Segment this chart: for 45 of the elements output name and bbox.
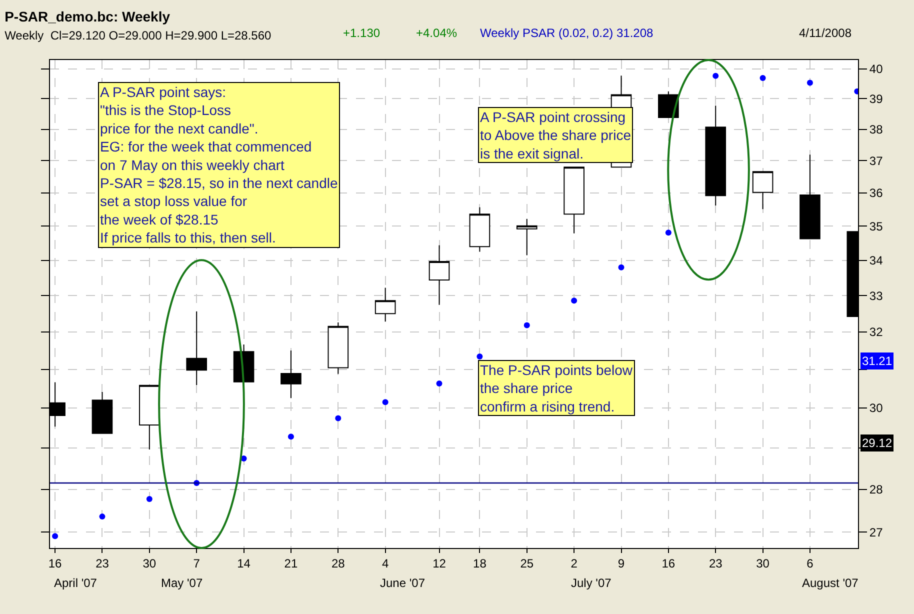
annotation: 31.21: [862, 354, 892, 368]
y-tick-label: 32: [869, 325, 884, 340]
x-tick-label: 2: [570, 556, 578, 570]
x-tick-label: 30: [756, 556, 770, 570]
text: April '07: [54, 576, 98, 590]
x-tick-label: 30: [142, 556, 156, 570]
text: June '07: [380, 576, 426, 590]
text: May '07: [161, 576, 203, 590]
y-tick-label: 34: [869, 254, 884, 268]
x-tick-label: 6: [806, 556, 814, 570]
text: A P-SAR point says: "this is the Stop-Loss price for the next candle". EG: for the week that commenced on 7 May on this weekly chart P-SAR = $28.15, so in the next candle set a stop loss value for the week of $28.15 If price falls to this, then sell.: [100, 84, 338, 246]
y-tick-label: 40: [869, 62, 884, 76]
text: July '07: [571, 576, 612, 590]
text: 4/11/2008: [799, 26, 852, 40]
annotation: A P-SAR point crossing to Above the share price is the exit signal.: [480, 109, 632, 162]
y-tick-label: 28: [869, 482, 884, 496]
annotation: 29.12: [862, 436, 892, 450]
x-tick-label: 14: [237, 556, 251, 570]
x-tick-label: 25: [520, 556, 534, 570]
y-tick-label: 35: [869, 219, 884, 234]
x-tick-label: 23: [96, 556, 110, 570]
text: +1.130: [343, 26, 380, 40]
y-tick-label: 36: [869, 186, 884, 200]
y-tick-label: 27: [869, 525, 884, 540]
x-tick-label: 28: [331, 556, 346, 570]
annotation: The P-SAR points below the share price confirm a rising trend.: [480, 362, 634, 414]
x-tick-label: 21: [284, 556, 298, 570]
text: +4.04%: [416, 26, 458, 40]
x-tick-label: 23: [708, 556, 723, 570]
x-tick-label: 18: [473, 556, 487, 570]
chart-subtitle: Weekly Cl=29.120 O=29.000 H=29.900 L=28.560: [4, 28, 272, 43]
y-tick-label: 39: [869, 92, 884, 106]
x-tick-label: 16: [48, 556, 62, 570]
x-tick-label: 4: [382, 556, 389, 570]
y-tick-label: 33: [869, 288, 884, 303]
text: Weekly PSAR (0.02, 0.2) 31.208: [480, 26, 654, 40]
x-tick-label: 12: [432, 556, 446, 570]
x-tick-label: 9: [618, 556, 625, 570]
y-tick-label: 37: [869, 154, 884, 168]
x-tick-label: 16: [662, 556, 676, 570]
y-tick-label: 30: [869, 401, 884, 416]
y-tick-label: 38: [869, 122, 884, 136]
x-tick-label: 7: [193, 556, 200, 570]
chart-title: P-SAR_demo.bc: Weekly: [4, 8, 170, 24]
text: August '07: [802, 576, 859, 590]
